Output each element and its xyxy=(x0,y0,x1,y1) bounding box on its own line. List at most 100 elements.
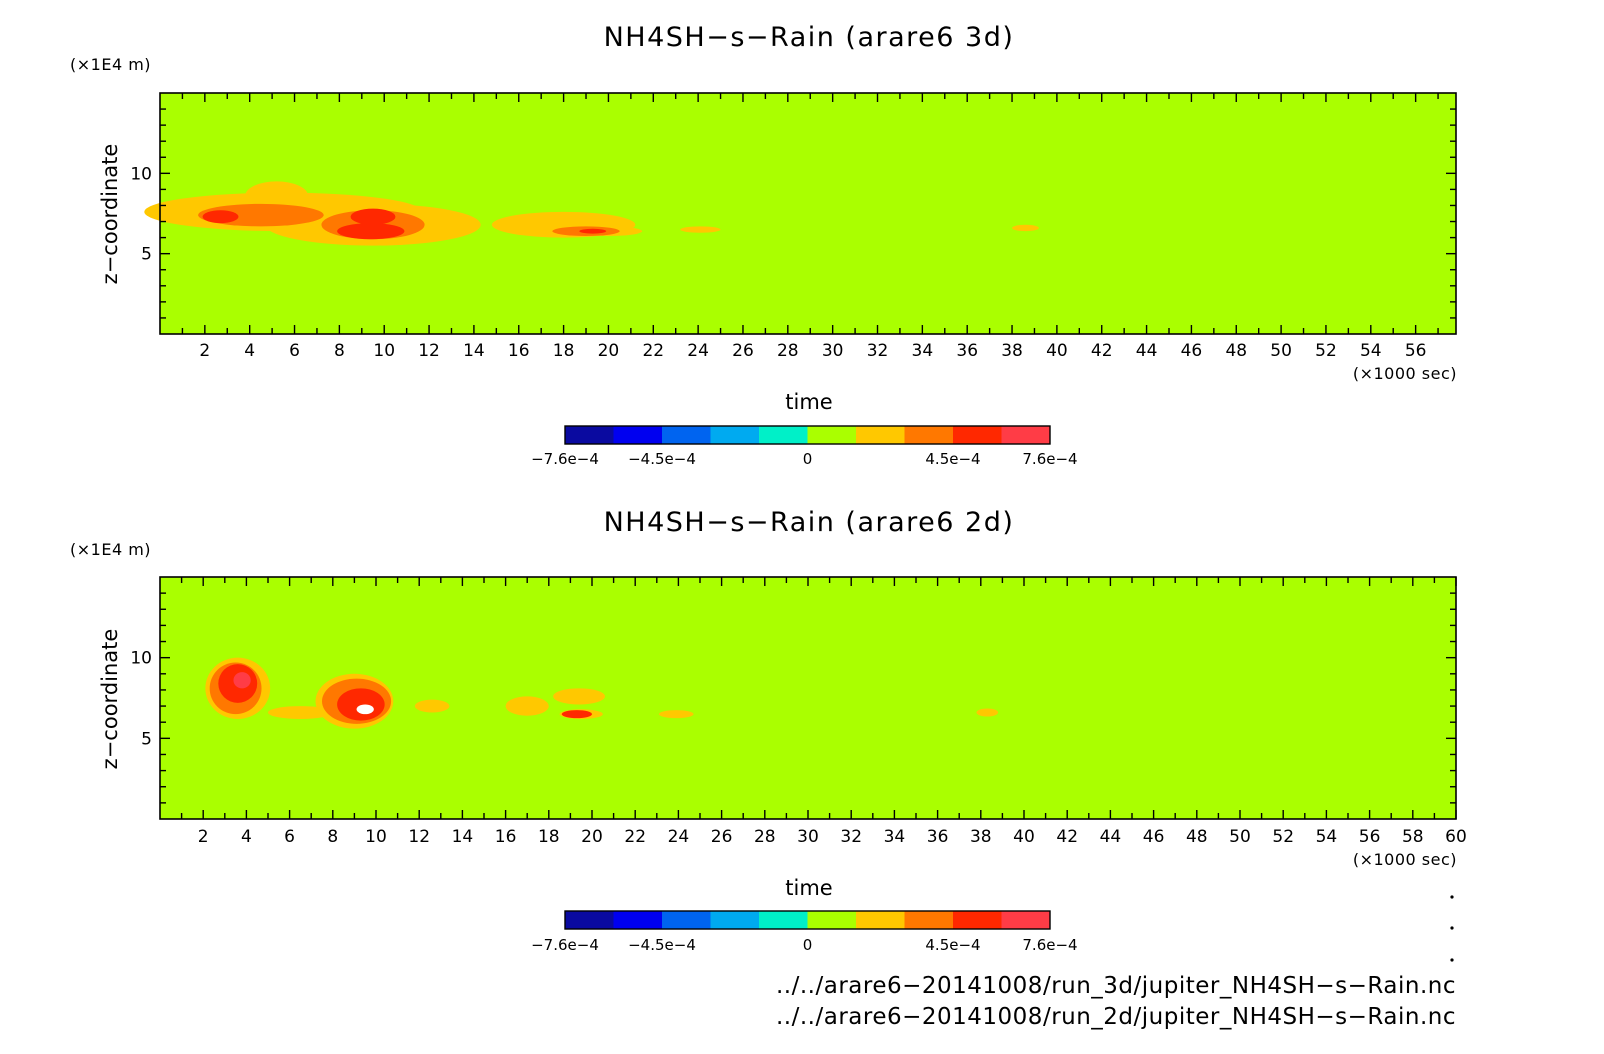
chart-title: NH4SH−s−Rain (arare6 2d) xyxy=(604,507,1015,538)
x-tick-label: 54 xyxy=(1360,341,1382,361)
x-tick-label: 52 xyxy=(1272,827,1294,847)
y-tick-label: 5 xyxy=(141,245,152,265)
x-tick-label: 48 xyxy=(1225,341,1247,361)
colorbar-label: 0 xyxy=(803,936,813,954)
x-tick-label: 50 xyxy=(1229,827,1251,847)
x-tick-label: 50 xyxy=(1270,341,1292,361)
contour-region xyxy=(561,710,592,719)
colorbar-label: −7.6e−4 xyxy=(531,450,599,468)
x-tick-label: 44 xyxy=(1100,827,1122,847)
x-tick-label: 2 xyxy=(198,827,209,847)
x-tick-label: 18 xyxy=(538,827,560,847)
colorbar-label: 4.5e−4 xyxy=(925,450,980,468)
contour-region xyxy=(350,208,396,225)
x-tick-label: 24 xyxy=(668,827,690,847)
colorbar-label: 7.6e−4 xyxy=(1022,450,1077,468)
marker-dot xyxy=(1450,895,1454,899)
x-tick-label: 20 xyxy=(598,341,620,361)
x-tick-label: 38 xyxy=(1001,341,1023,361)
colorbar-label: 7.6e−4 xyxy=(1022,936,1077,954)
colorbar-swatch xyxy=(759,911,808,929)
x-tick-label: 22 xyxy=(642,341,664,361)
x-tick-label: 56 xyxy=(1405,341,1427,361)
file-path-3d: ../../arare6−20141008/run_3d/jupiter_NH4… xyxy=(776,973,1456,999)
x-tick-label: 28 xyxy=(754,827,776,847)
colorbar-swatch xyxy=(953,426,1002,444)
x-unit-label: (×1000 sec) xyxy=(1353,364,1457,383)
x-tick-label: 2 xyxy=(199,341,210,361)
x-tick-label: 22 xyxy=(624,827,646,847)
plot-area xyxy=(160,577,1456,819)
x-tick-label: 40 xyxy=(1013,827,1035,847)
colorbar-swatch xyxy=(565,426,614,444)
contour-region xyxy=(505,696,549,716)
y-unit-label: (×1E4 m) xyxy=(70,540,151,559)
colorbar-swatch xyxy=(807,911,857,929)
x-tick-label: 10 xyxy=(373,341,395,361)
x-tick-label: 52 xyxy=(1315,341,1337,361)
x-tick-label: 20 xyxy=(581,827,603,847)
x-tick-label: 16 xyxy=(495,827,517,847)
x-tick-label: 12 xyxy=(418,341,440,361)
axes: 2 4 6 8 10 12 14 16 18 20 22 24 26 28 30 32 34 36 38 40 42 44… xyxy=(130,92,1457,361)
colorbar-swatch xyxy=(710,426,760,444)
x-tick-label: 38 xyxy=(970,827,992,847)
contour-region xyxy=(553,688,605,705)
colorbar-label: 4.5e−4 xyxy=(925,936,980,954)
x-tick-label: 28 xyxy=(777,341,799,361)
x-tick-label: 42 xyxy=(1091,341,1113,361)
file-path-2d: ../../arare6−20141008/run_2d/jupiter_NH4… xyxy=(776,1004,1456,1030)
colorbar-swatch xyxy=(565,911,614,929)
x-tick-label: 32 xyxy=(867,341,889,361)
colorbar-label: −7.6e−4 xyxy=(531,936,599,954)
y-axis-label: z−coordinate xyxy=(98,144,122,285)
colorbar-swatch xyxy=(807,426,857,444)
colorbar-label: 0 xyxy=(803,450,813,468)
contour-region xyxy=(658,710,694,719)
colorbar: −7.6e−4 −4.5e−4 0 4.5e−4 7.6e−4 xyxy=(531,425,1078,468)
chart-title: NH4SH−s−Rain (arare6 3d) xyxy=(604,22,1015,53)
x-tick-label: 56 xyxy=(1359,827,1381,847)
colorbar-swatch xyxy=(759,426,808,444)
x-tick-label: 46 xyxy=(1143,827,1165,847)
x-tick-label: 42 xyxy=(1056,827,1078,847)
colorbar-swatch xyxy=(953,911,1002,929)
colorbar: −7.6e−4 −4.5e−4 0 4.5e−4 7.6e−4 xyxy=(531,910,1078,954)
axes: 2 4 6 8 10 12 14 16 18 20 22 24 26 28 30 32 34 36 38 40 42 44… xyxy=(130,576,1467,847)
x-tick-label: 36 xyxy=(927,827,949,847)
x-axis-label: time xyxy=(785,876,832,900)
plot-frame xyxy=(159,92,1457,335)
plot-area xyxy=(144,93,1456,334)
x-tick-label: 16 xyxy=(508,341,530,361)
x-tick-label: 40 xyxy=(1046,341,1068,361)
x-tick-label: 46 xyxy=(1181,341,1203,361)
x-tick-label: 36 xyxy=(956,341,978,361)
colorbar-label: −4.5e−4 xyxy=(628,450,696,468)
x-tick-label: 30 xyxy=(797,827,819,847)
x-unit-label: (×1000 sec) xyxy=(1353,850,1457,869)
contour-region xyxy=(337,688,385,721)
colorbar-swatch xyxy=(1001,911,1051,929)
y-tick-label: 10 xyxy=(130,649,152,669)
x-tick-label: 32 xyxy=(840,827,862,847)
contour-region xyxy=(202,210,239,224)
contour-region xyxy=(414,699,450,713)
contour-region xyxy=(579,228,607,234)
colorbar-label: −4.5e−4 xyxy=(628,936,696,954)
x-tick-label: 60 xyxy=(1445,827,1467,847)
y-axis-label: z−coordinate xyxy=(98,629,122,770)
x-tick-label: 8 xyxy=(327,827,338,847)
contour-region xyxy=(233,672,251,689)
x-tick-label: 24 xyxy=(687,341,709,361)
colorbar-frame xyxy=(564,910,1051,930)
x-tick-label: 54 xyxy=(1316,827,1338,847)
colorbar-swatch xyxy=(710,911,760,929)
colorbar-swatch xyxy=(613,426,663,444)
x-tick-label: 6 xyxy=(284,827,295,847)
x-tick-label: 12 xyxy=(408,827,430,847)
x-tick-label: 10 xyxy=(365,827,387,847)
x-tick-label: 4 xyxy=(241,827,252,847)
x-tick-label: 58 xyxy=(1402,827,1424,847)
x-axis-label: time xyxy=(785,390,832,414)
